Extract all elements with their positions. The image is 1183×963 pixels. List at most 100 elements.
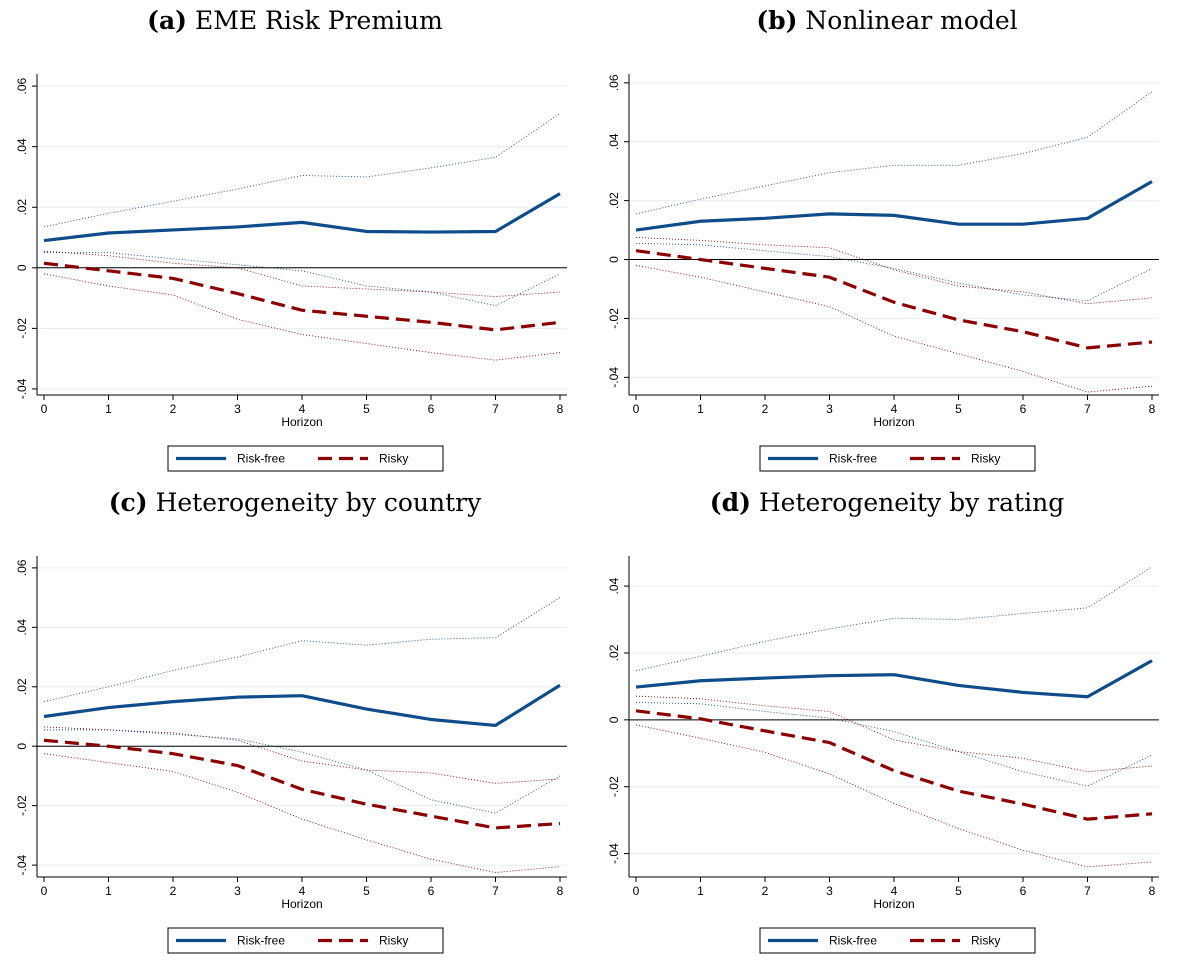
lower-band-line <box>44 252 561 307</box>
y-tick-label: .02 <box>607 644 621 661</box>
x-tick-label: 5 <box>363 884 370 898</box>
x-tick-label: 4 <box>299 402 306 416</box>
lower-band-line <box>635 702 1153 787</box>
series-line <box>43 738 561 830</box>
x-axis-title: Horizon <box>873 897 914 911</box>
y-tick-label: .02 <box>15 678 29 695</box>
x-tick-label: 7 <box>1084 402 1091 416</box>
line-chart: -.04 -.02 0 .02 .04 .06 0 1 2 3 4 5 6 7 8 Horizon Risk-f… <box>15 74 567 472</box>
x-tick-label: 1 <box>105 884 112 898</box>
x-tick-label: 4 <box>299 884 306 898</box>
x-tick-label: 1 <box>105 402 112 416</box>
series-line <box>635 709 1153 821</box>
x-tick-label: 5 <box>955 402 962 416</box>
x-tick-label: 6 <box>1020 884 1027 898</box>
series-line <box>635 180 1153 232</box>
x-axis-title: Horizon <box>281 415 322 429</box>
y-tick-label: 0 <box>15 743 29 750</box>
x-tick-label: 7 <box>1084 884 1091 898</box>
y-tick-label: .06 <box>15 77 29 94</box>
upper-band-line <box>43 112 561 228</box>
y-tick-label: -.02 <box>607 308 621 329</box>
x-tick-label: 8 <box>1149 884 1156 898</box>
y-tick-label: -.04 <box>15 854 29 875</box>
upper-band-line <box>635 566 1153 672</box>
series-line <box>43 261 561 332</box>
series-line <box>43 192 561 243</box>
y-tick-label: 0 <box>607 256 621 263</box>
panel-title-text: Heterogeneity by country <box>155 488 482 517</box>
x-tick-label: 5 <box>955 884 962 898</box>
y-tick-label: .04 <box>607 577 621 594</box>
panel-c: (c) Heterogeneity by country -.04 -.02 0 .0… <box>0 482 590 963</box>
x-tick-label: 3 <box>826 402 833 416</box>
y-tick-label: .02 <box>15 199 29 216</box>
x-tick-label: 3 <box>826 884 833 898</box>
x-tick-label: 2 <box>170 884 177 898</box>
x-axis-title: Horizon <box>281 897 322 911</box>
series-line <box>635 659 1153 699</box>
legend-label-risk-free: Risk-free <box>829 452 877 466</box>
x-tick-label: 2 <box>762 884 769 898</box>
panel-a: (a) EME Risk Premium -.04 -.02 0 .02 .04 .06 0… <box>0 0 590 481</box>
y-tick-label: .06 <box>15 559 29 576</box>
lower-band-line <box>635 724 1153 868</box>
x-tick-label: 3 <box>234 884 241 898</box>
x-tick-label: 2 <box>762 402 769 416</box>
y-tick-label: .02 <box>607 192 621 209</box>
panel-title-text: EME Risk Premium <box>194 6 443 35</box>
lower-band-line <box>43 273 561 361</box>
x-tick-label: 7 <box>492 402 499 416</box>
panel-title-text: Heterogeneity by rating <box>758 488 1065 517</box>
x-tick-label: 8 <box>1149 402 1156 416</box>
y-tick-label: -.02 <box>15 795 29 816</box>
y-tick-label: .04 <box>607 133 621 150</box>
x-tick-label: 6 <box>428 402 435 416</box>
upper-band-line <box>43 250 561 298</box>
panel-letter: (c) <box>108 488 148 517</box>
legend-label-risk-free: Risk-free <box>237 452 285 466</box>
panel-title: (d) Heterogeneity by rating <box>592 488 1182 517</box>
upper-band-line <box>635 695 1153 773</box>
y-tick-label: .04 <box>15 619 29 636</box>
x-tick-label: 8 <box>557 402 564 416</box>
y-tick-label: -.02 <box>15 318 29 339</box>
upper-band-line <box>635 91 1153 215</box>
lower-band-line <box>44 729 561 814</box>
panel-letter: (b) <box>756 6 798 35</box>
y-tick-label: -.04 <box>607 367 621 388</box>
x-tick-label: 0 <box>633 884 640 898</box>
x-tick-label: 3 <box>234 402 241 416</box>
panel-title: (c) Heterogeneity by country <box>0 488 590 517</box>
legend-label-risk-free: Risk-free <box>829 934 877 948</box>
x-tick-label: 0 <box>41 884 48 898</box>
lower-band-line <box>635 264 1153 393</box>
legend-label-risky: Risky <box>971 452 1000 466</box>
x-tick-label: 6 <box>1020 402 1027 416</box>
x-tick-label: 4 <box>891 402 898 416</box>
legend-label-risk-free: Risk-free <box>237 934 285 948</box>
x-tick-label: 4 <box>891 884 898 898</box>
line-chart: -.04 -.02 0 .02 .04 .06 0 1 2 3 4 5 6 7 8 Horizon Risk-f… <box>607 74 1159 472</box>
y-tick-label: -.04 <box>607 843 621 864</box>
x-tick-label: 0 <box>41 402 48 416</box>
x-tick-label: 2 <box>170 402 177 416</box>
panel-title-text: Nonlinear model <box>805 6 1018 35</box>
line-chart: -.04 -.02 0 .02 .04 0 1 2 3 4 5 6 7 8 Horizon Risk-free… <box>607 556 1159 954</box>
lower-band-line <box>635 242 1153 302</box>
y-tick-label: -.04 <box>15 378 29 399</box>
x-axis-title: Horizon <box>873 415 914 429</box>
legend-label-risky: Risky <box>379 934 408 948</box>
x-tick-label: 5 <box>363 402 370 416</box>
x-tick-label: 8 <box>557 884 564 898</box>
upper-band-line <box>43 597 561 703</box>
panel-d: (d) Heterogeneity by rating -.04 -.02 0 .02… <box>592 482 1182 963</box>
series-line <box>43 683 561 728</box>
panel-b: (b) Nonlinear model -.04 -.02 0 .02 .04 .06 0 1… <box>592 0 1182 481</box>
y-tick-label: .06 <box>607 74 621 91</box>
lower-band-line <box>43 753 561 873</box>
panel-title: (b) Nonlinear model <box>592 6 1182 35</box>
y-tick-label: 0 <box>15 264 29 271</box>
legend-label-risky: Risky <box>379 452 408 466</box>
y-tick-label: 0 <box>607 716 621 723</box>
